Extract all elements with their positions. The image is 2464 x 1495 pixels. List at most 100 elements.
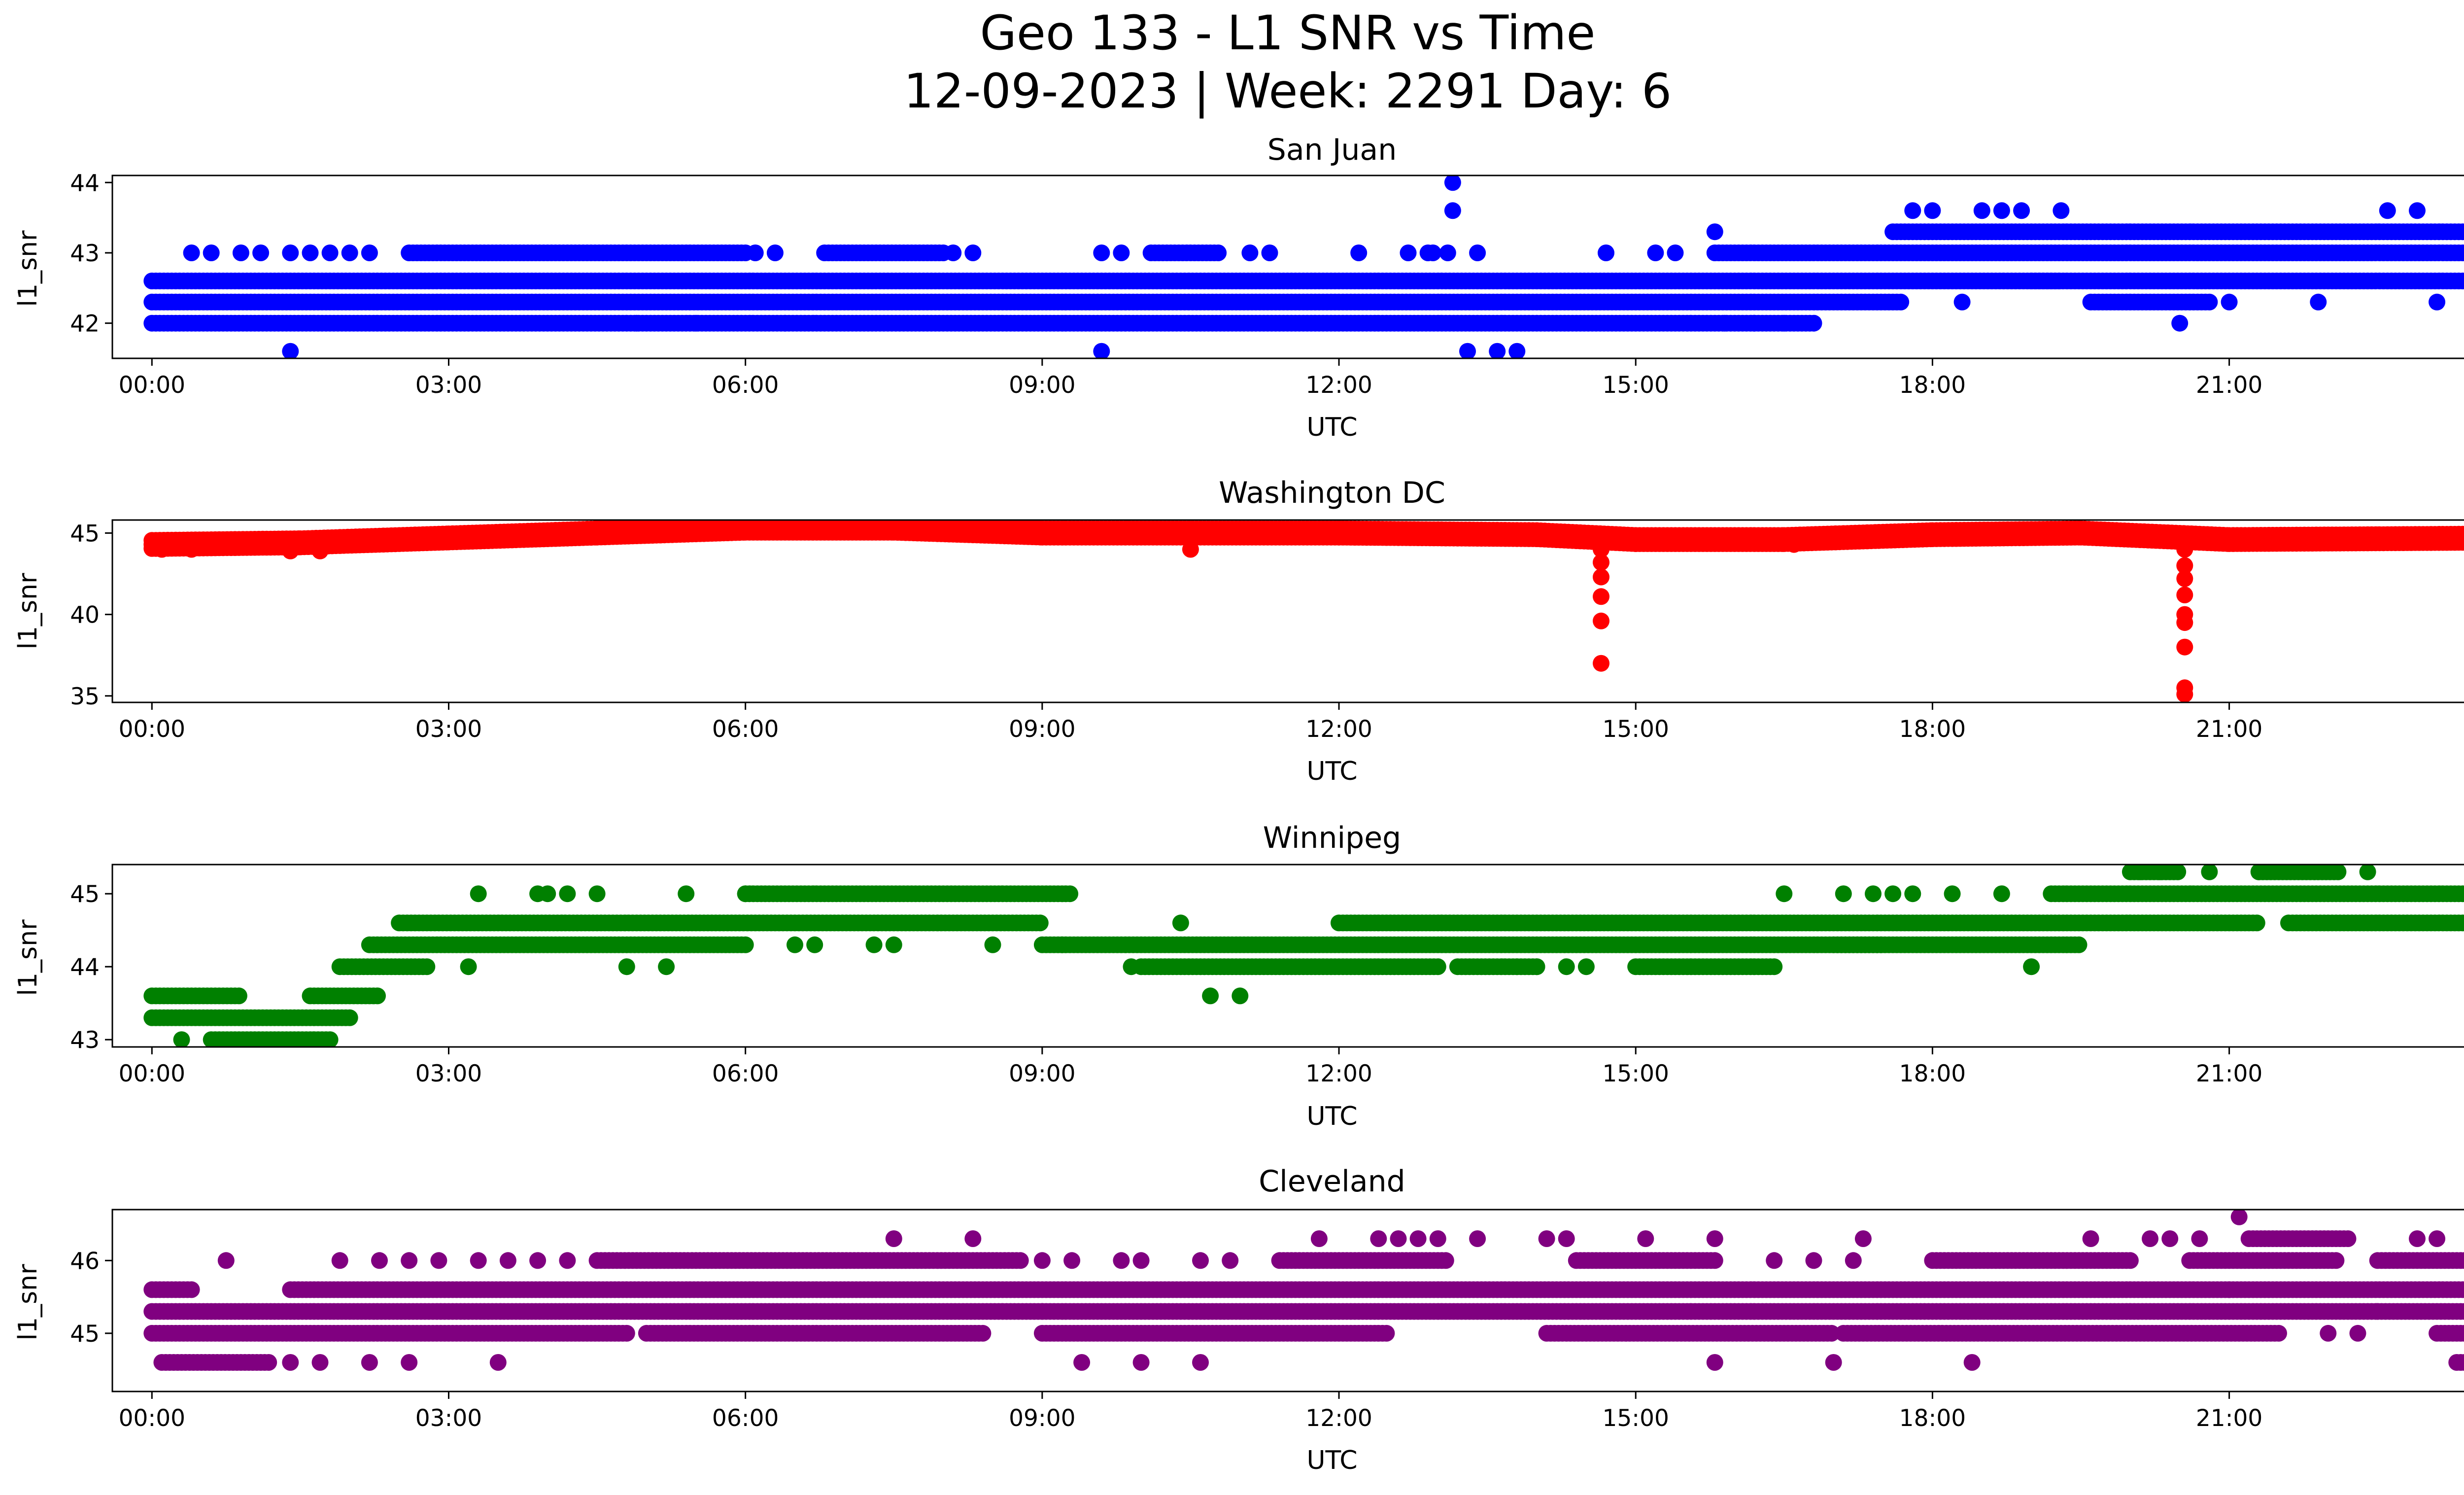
data-point bbox=[321, 244, 339, 261]
data-point bbox=[2310, 293, 2327, 311]
data-point bbox=[1210, 244, 1227, 261]
data-point bbox=[1593, 554, 1609, 571]
data-point bbox=[2458, 273, 2464, 289]
data-point bbox=[945, 244, 962, 261]
x-axis-label: UTC bbox=[1306, 757, 1357, 786]
data-point bbox=[687, 314, 705, 332]
data-point bbox=[826, 520, 843, 532]
data-point bbox=[1593, 541, 1609, 558]
data-point bbox=[1444, 202, 1461, 219]
data-point bbox=[2176, 557, 2193, 574]
x-tick-label: 09:00 bbox=[1009, 372, 1075, 399]
x-tick-label: 15:00 bbox=[1602, 716, 1669, 743]
data-point bbox=[1469, 244, 1486, 261]
x-tick-label: 03:00 bbox=[415, 372, 482, 399]
data-point bbox=[1776, 314, 1793, 332]
data-point bbox=[418, 958, 436, 975]
x-axis-label: UTC bbox=[1306, 1102, 1357, 1131]
data-point bbox=[2176, 638, 2193, 656]
data-point bbox=[1182, 541, 1199, 558]
data-point bbox=[153, 541, 171, 558]
data-point bbox=[1031, 914, 1049, 932]
y-tick-label: 40 bbox=[70, 602, 100, 629]
panel-title: Winnipeg bbox=[1263, 821, 1402, 855]
data-point bbox=[1904, 202, 1921, 219]
data-point bbox=[311, 542, 329, 559]
data-point bbox=[232, 244, 249, 261]
x-tick-label: 21:00 bbox=[2196, 716, 2262, 743]
data-point bbox=[282, 244, 299, 261]
data-point bbox=[1706, 223, 1723, 241]
data-point bbox=[1973, 202, 1990, 219]
data-point bbox=[183, 541, 200, 558]
x-tick-label: 21:00 bbox=[2196, 372, 2262, 399]
figure-title-line1: Geo 133 - L1 SNR vs Time bbox=[980, 5, 1596, 61]
data-point bbox=[282, 542, 299, 559]
data-point bbox=[1647, 244, 1664, 261]
data-point bbox=[2013, 202, 2030, 219]
data-point bbox=[1400, 244, 1417, 261]
data-point bbox=[2176, 587, 2193, 603]
data-point bbox=[341, 244, 358, 261]
data-point bbox=[369, 987, 386, 1005]
x-tick-label: 18:00 bbox=[1899, 372, 1966, 399]
figure-title-line2: 12-09-2023 | Week: 2291 Day: 6 bbox=[904, 64, 1672, 119]
data-point bbox=[1766, 958, 1783, 975]
data-point bbox=[2409, 202, 2426, 219]
axes-frame bbox=[111, 174, 2464, 359]
data-point bbox=[2221, 293, 2238, 311]
data-point bbox=[2171, 314, 2189, 332]
data-point bbox=[1924, 202, 1941, 219]
data-point bbox=[2462, 529, 2464, 540]
data-point bbox=[341, 1009, 358, 1026]
x-tick-label: 15:00 bbox=[1602, 372, 1669, 399]
data-point bbox=[1489, 343, 1506, 358]
data-point bbox=[1598, 244, 1614, 261]
data-point bbox=[2462, 247, 2464, 258]
data-point bbox=[282, 343, 299, 358]
data-point bbox=[1261, 244, 1278, 261]
y-tick-label: 45 bbox=[70, 520, 100, 547]
data-point bbox=[1805, 314, 1822, 332]
data-point bbox=[747, 244, 764, 261]
data-point bbox=[1593, 568, 1609, 586]
x-tick-label: 12:00 bbox=[1305, 716, 1372, 743]
x-tick-label: 06:00 bbox=[712, 716, 779, 743]
x-tick-label: 06:00 bbox=[712, 372, 779, 399]
data-point bbox=[2379, 202, 2396, 219]
data-point bbox=[1439, 244, 1456, 261]
panel-title: San Juan bbox=[1267, 133, 1397, 167]
panel-san-juan: San Juan UTC l1_snr 00:00 03:00 06:00 09:00… bbox=[13, 133, 2464, 442]
data-point bbox=[2458, 244, 2464, 261]
data-point bbox=[1993, 202, 2010, 219]
x-tick-label: 09:00 bbox=[1009, 716, 1075, 743]
data-point bbox=[302, 244, 319, 261]
data-point bbox=[1429, 958, 1446, 975]
data-point bbox=[230, 987, 247, 1005]
panel-winnipeg: Winnipeg UTC l1_snr 00:00 03:00 06:00 09:00… bbox=[13, 821, 2464, 1131]
scatter-points bbox=[143, 175, 2464, 358]
data-point bbox=[2176, 686, 2193, 702]
data-point bbox=[361, 244, 378, 261]
data-point bbox=[1424, 244, 1441, 261]
y-tick-label: 44 bbox=[70, 170, 100, 197]
data-point bbox=[1593, 588, 1609, 605]
data-point bbox=[1093, 244, 1110, 261]
data-point bbox=[2429, 293, 2446, 311]
data-point bbox=[964, 244, 982, 261]
x-axis-label: UTC bbox=[1306, 413, 1357, 442]
data-point bbox=[697, 520, 715, 530]
data-point bbox=[1593, 612, 1609, 629]
x-tick-label: 12:00 bbox=[1305, 372, 1372, 399]
data-point bbox=[2176, 541, 2193, 558]
y-axis-label: l1_snr bbox=[13, 230, 43, 307]
data-point bbox=[321, 1031, 339, 1047]
data-point bbox=[2462, 226, 2464, 237]
data-point bbox=[252, 244, 270, 261]
data-point bbox=[1892, 293, 1910, 311]
y-tick-label: 35 bbox=[70, 683, 100, 710]
panel-title: Washington DC bbox=[1219, 476, 1445, 510]
data-point bbox=[1746, 314, 1763, 332]
x-tick-label: 18:00 bbox=[1899, 716, 1966, 743]
